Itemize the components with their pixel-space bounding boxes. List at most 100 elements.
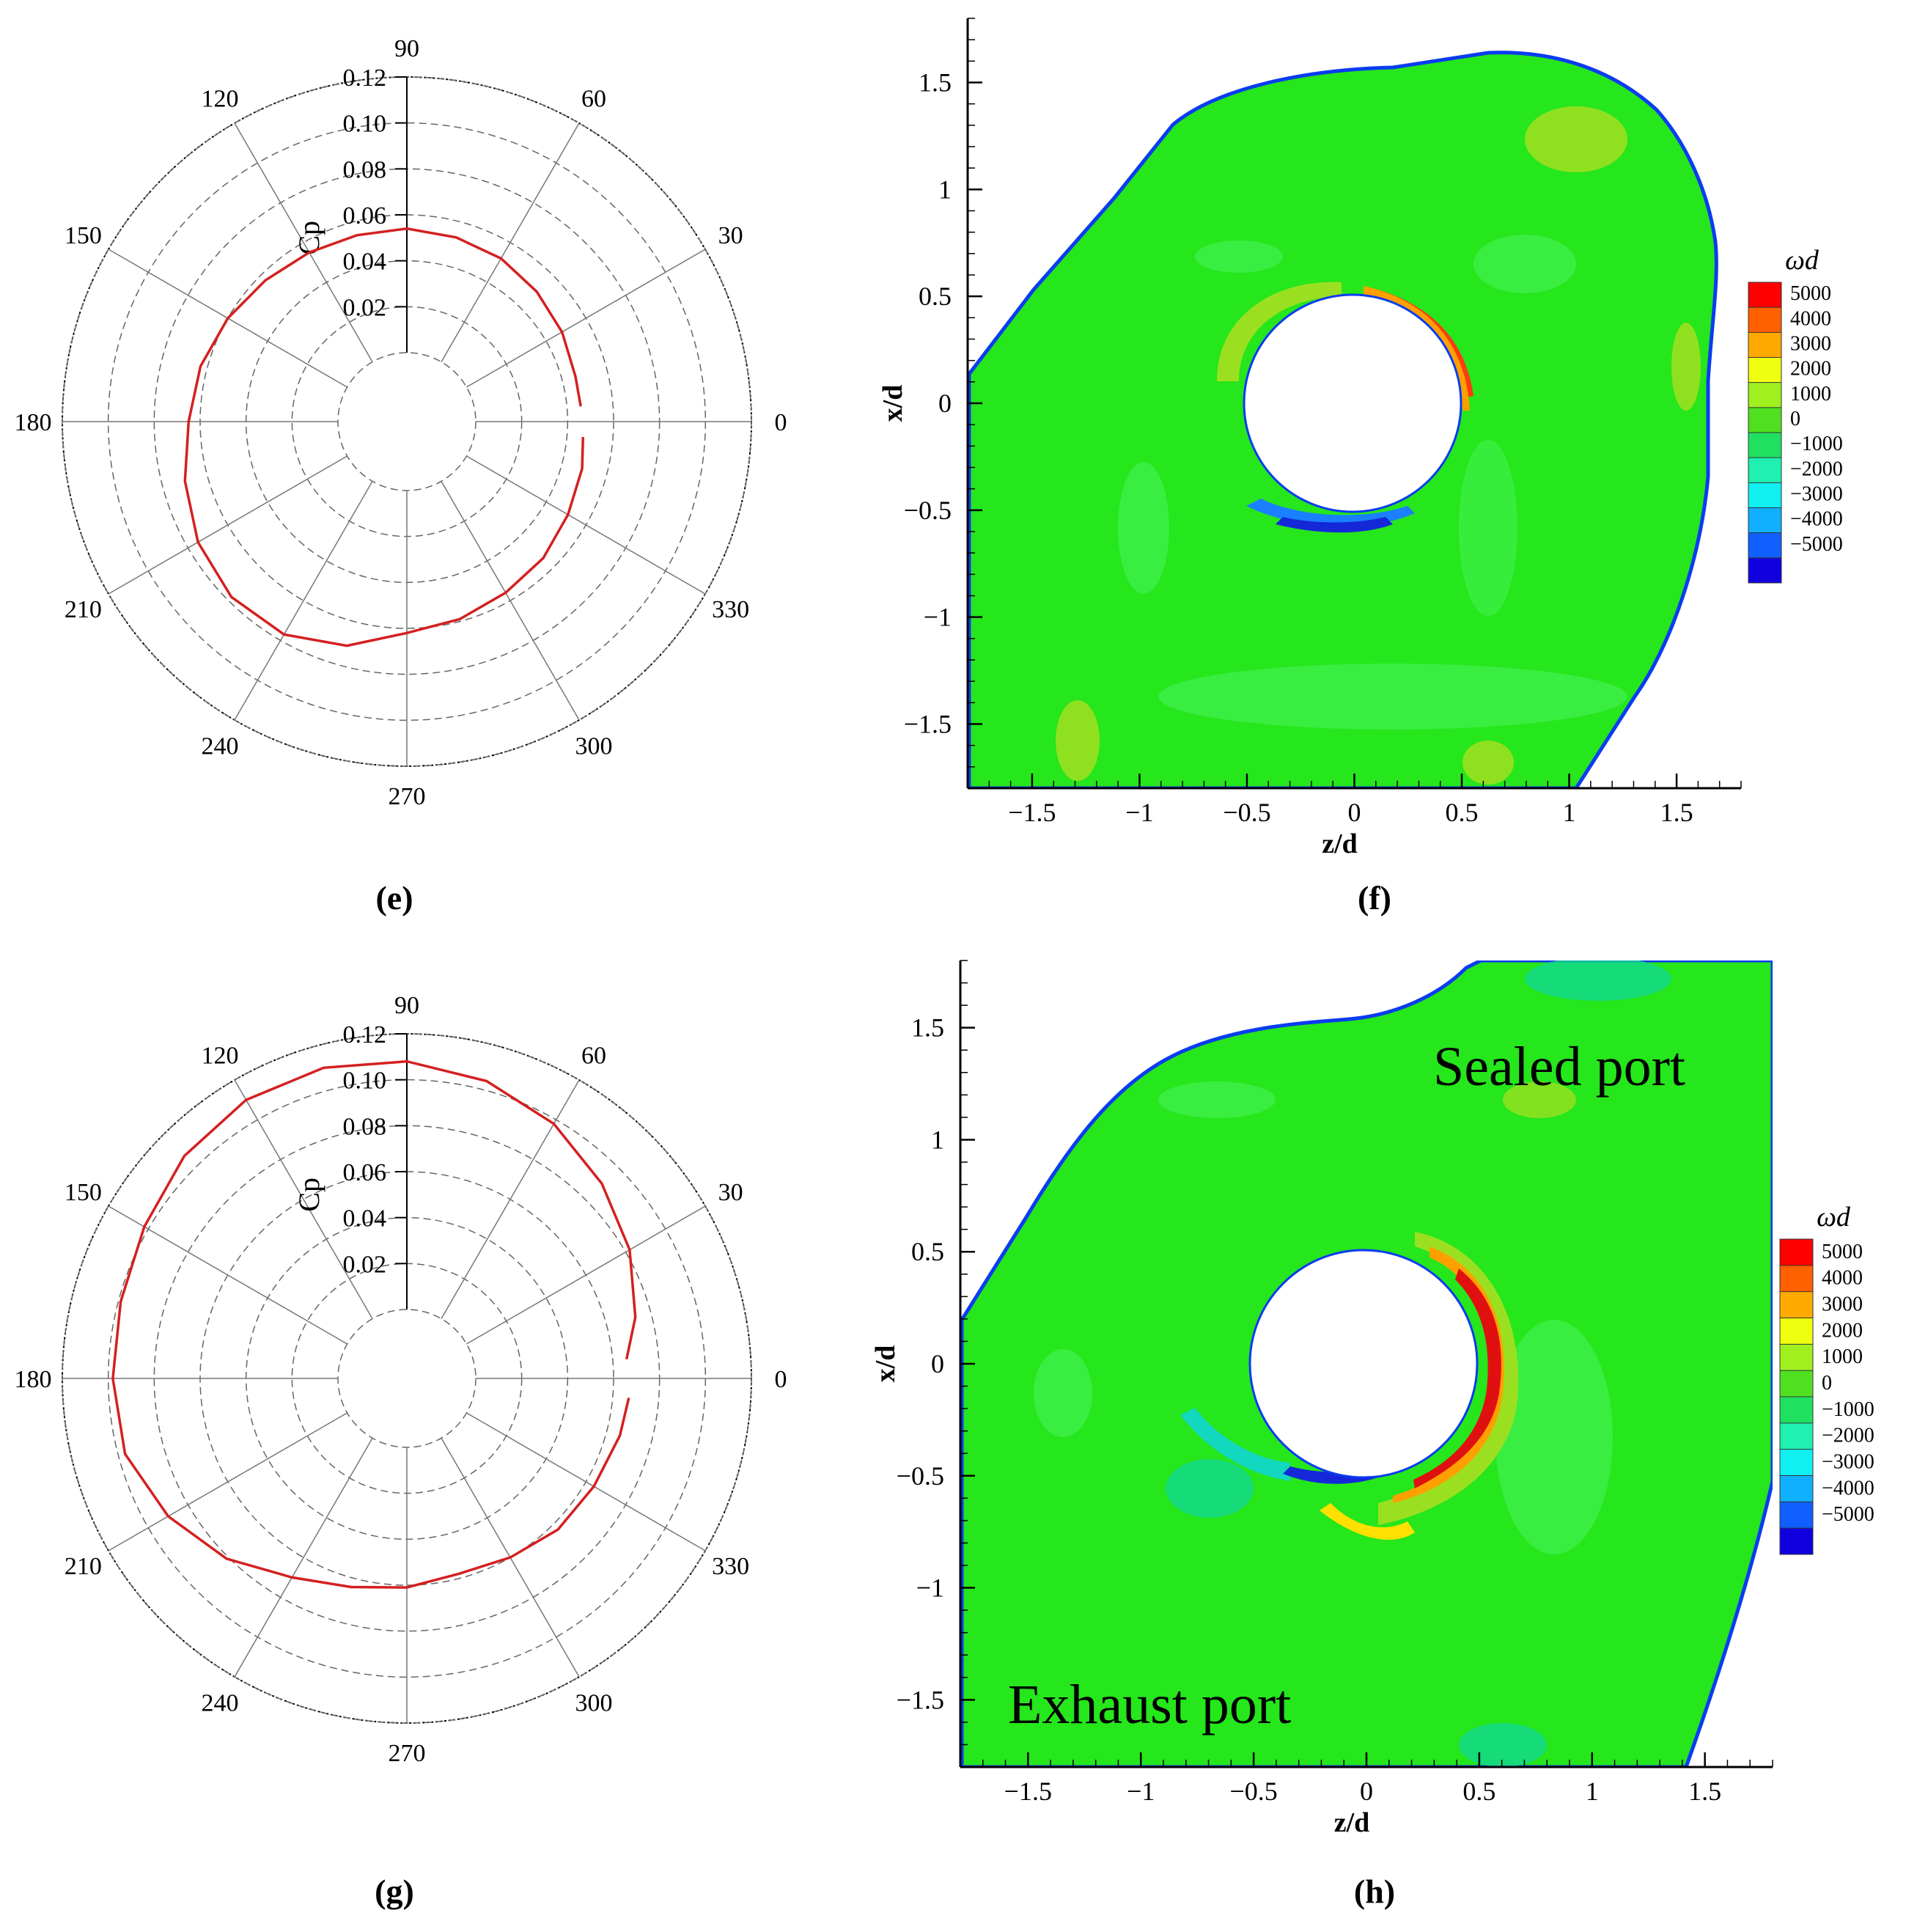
colorbar-label: 4000	[1822, 1267, 1863, 1290]
contour-plot-h: −1.5 −1 −0.5 0 0.5 1 1.5 1.5 1 0.5 0 −0.5 −1 −1.5 z/d x…	[870, 960, 1773, 1838]
cp-series-line	[183, 227, 585, 647]
angle-tick-label: 120	[202, 1042, 239, 1069]
x-tick-label: 0.5	[1462, 1777, 1495, 1806]
angle-tick-label: 180	[15, 409, 52, 436]
colorbar-label: 1000	[1790, 383, 1831, 405]
colorbar-swatch	[1748, 532, 1781, 559]
y-tick-label: −1.5	[904, 710, 952, 739]
colorbar-label: 3000	[1822, 1293, 1863, 1316]
y-tick-label: 0	[938, 389, 952, 418]
x-tick-label: 1.5	[1688, 1777, 1721, 1806]
colorbar-label: 2000	[1822, 1319, 1863, 1342]
cp-series-line	[111, 1059, 637, 1589]
radial-tick-label: 0.04	[343, 1205, 387, 1233]
x-tick-label: 0.5	[1446, 798, 1479, 827]
polar-spoke	[234, 122, 373, 362]
colorbar-swatch	[1748, 282, 1781, 308]
colorbar-label: 5000	[1822, 1241, 1863, 1263]
angle-tick-label: 270	[389, 783, 426, 810]
x-tick-label: −1.5	[1004, 1777, 1052, 1806]
x-axis-label: z/d	[1322, 829, 1358, 859]
radial-tick-label: 0.10	[343, 111, 387, 138]
angle-tick-label: 240	[202, 1690, 239, 1717]
x-tick-label: 1	[1586, 1777, 1599, 1806]
colorbar-label: −3000	[1790, 483, 1843, 506]
x-tick-label: 0	[1348, 798, 1361, 827]
colorbar-label: −3000	[1822, 1451, 1874, 1474]
angle-tick-label: 330	[712, 1553, 749, 1580]
panel-label-h: (h)	[1354, 1873, 1395, 1910]
colorbar-label: 0	[1790, 408, 1800, 430]
y-tick-label: 0	[931, 1349, 944, 1378]
angle-tick-label: 240	[202, 733, 239, 760]
colorbar-swatch	[1780, 1318, 1813, 1345]
panel-label-e: (e)	[375, 879, 413, 917]
polar-spoke	[441, 481, 580, 721]
polar-spoke	[108, 1412, 347, 1551]
annotation-sealed-port: Sealed port	[1433, 1036, 1685, 1098]
radial-tick-label: 0.02	[343, 1251, 387, 1278]
colorbar-label: 1000	[1822, 1345, 1863, 1368]
colorbar-label: 2000	[1790, 358, 1831, 381]
polar-chart-e: 0 30 60 90 120 150 180 210 240 270 300 330 0.02 0.04 0…	[15, 35, 787, 810]
polar-grid-circle	[337, 352, 476, 491]
angle-tick-label: 300	[575, 1690, 613, 1717]
x-tick-label: −1	[1125, 798, 1153, 827]
colorbar-swatch	[1748, 482, 1781, 508]
radial-tick-label: 0.08	[343, 1113, 387, 1140]
x-tick-label: 1.5	[1660, 798, 1693, 827]
angle-tick-label: 270	[389, 1740, 426, 1767]
colorbar-label: 0	[1822, 1372, 1832, 1395]
colorbar-swatch	[1780, 1528, 1813, 1555]
y-tick-label: −1.5	[897, 1685, 944, 1714]
angle-tick-label: 90	[394, 35, 419, 62]
polar-spoke	[234, 1438, 373, 1678]
colorbar-swatch	[1748, 458, 1781, 483]
polar-spoke	[466, 455, 706, 595]
colorbar-label: 4000	[1790, 307, 1831, 330]
polar-spoke	[441, 122, 580, 362]
angle-tick-label: 210	[65, 596, 102, 623]
colorbar-swatch	[1780, 1265, 1813, 1293]
radial-tick-label: 0.10	[343, 1068, 387, 1095]
polar-spoke	[108, 1205, 347, 1345]
x-tick-label: −1.5	[1008, 798, 1056, 827]
colorbar-label: −5000	[1822, 1503, 1874, 1526]
angle-tick-label: 300	[575, 733, 613, 760]
colorbar-title: ωd	[1785, 245, 1819, 276]
colorbar-swatch	[1748, 357, 1781, 383]
colorbar-label: −1000	[1790, 433, 1843, 455]
colorbar-h: 5000 4000 3000 2000 1000 0 −1000 −2000 −3000 −400…	[1779, 1202, 1874, 1555]
colorbar-swatch	[1780, 1397, 1813, 1424]
polar-spoke	[234, 1079, 373, 1319]
colorbar-swatch	[1748, 433, 1781, 458]
colorbar-swatch	[1780, 1502, 1813, 1529]
colorbar-label: −4000	[1822, 1477, 1874, 1499]
x-axis-label: z/d	[1334, 1807, 1370, 1838]
y-tick-label: 1	[931, 1125, 944, 1154]
y-tick-label: 0.5	[911, 1237, 944, 1266]
radial-tick-label: 0.02	[343, 294, 387, 321]
angle-tick-label: 330	[712, 596, 749, 623]
angle-tick-label: 30	[718, 1179, 743, 1206]
colorbar-swatch	[1780, 1475, 1813, 1502]
y-tick-label: 1.5	[919, 68, 952, 98]
angle-tick-label: 210	[65, 1553, 102, 1580]
polar-spoke	[108, 455, 347, 595]
x-tick-label: 0	[1360, 1777, 1373, 1806]
colorbar-title: ωd	[1817, 1202, 1851, 1233]
colorbar-swatch	[1780, 1291, 1813, 1318]
angle-tick-label: 0	[775, 409, 787, 436]
colorbar-label: 3000	[1790, 333, 1831, 356]
colorbar-label: −2000	[1790, 458, 1843, 480]
contour-plot-f: −1.5 −1 −0.5 0 0.5 1 1.5 1.5 1 0.5 0 −0.5 −1 −1.5 z/d x…	[877, 18, 1742, 859]
colorbar-swatch	[1780, 1370, 1813, 1397]
y-axis-label: x/d	[870, 1345, 901, 1383]
y-tick-label: −1	[916, 1573, 944, 1603]
radial-tick-label: 0.04	[343, 249, 387, 276]
y-tick-label: 0.5	[919, 282, 952, 311]
colorbar-label: 5000	[1790, 282, 1831, 305]
y-tick-label: −0.5	[897, 1461, 944, 1491]
x-tick-label: −0.5	[1229, 1777, 1277, 1806]
